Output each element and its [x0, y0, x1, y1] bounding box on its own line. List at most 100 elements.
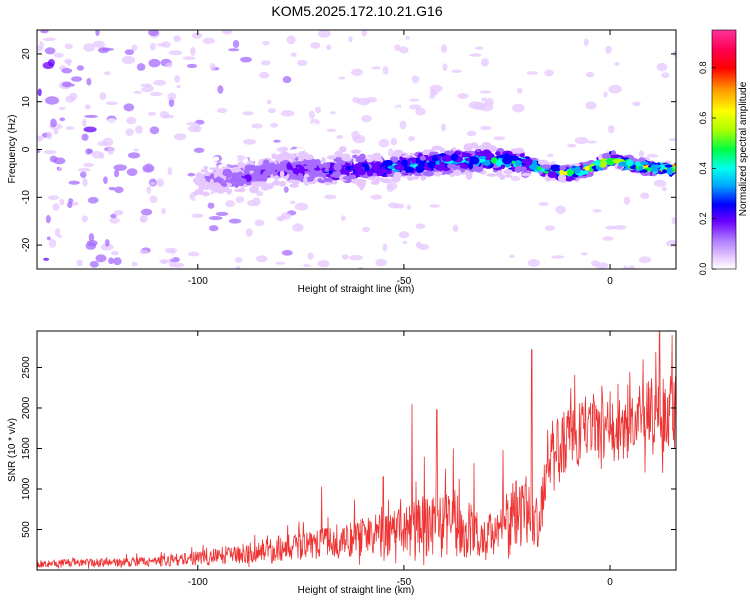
spectrogram-cell	[209, 63, 216, 71]
spectrogram-cell	[203, 165, 209, 170]
spectrogram-cell	[243, 158, 249, 164]
spectrogram-cell	[358, 179, 367, 183]
spectrogram-cell	[37, 135, 44, 142]
spectrogram-cell	[538, 202, 549, 207]
spectrogram-cell	[261, 163, 269, 169]
spectrogram-cell	[237, 181, 245, 186]
spectrogram-cell	[612, 158, 621, 164]
spectrogram-cell	[399, 46, 409, 54]
spectrogram-cell	[217, 107, 228, 114]
spectrogram-cell	[249, 156, 259, 162]
spectrogram-cell	[312, 163, 317, 170]
spectrogram-cell	[479, 102, 494, 112]
colorbar-tick-label: 0.4	[698, 162, 708, 175]
spectrogram-cell	[43, 150, 57, 155]
spectrogram-cell	[321, 156, 326, 164]
spectrogram-cell	[325, 178, 333, 184]
spectrogram-cell	[317, 30, 331, 38]
spectrogram-cell	[374, 161, 382, 167]
spectrogram-cell	[198, 179, 206, 185]
spectrogram-cell	[44, 47, 56, 55]
spectrogram-cell	[245, 228, 253, 237]
spectrogram-cell	[580, 252, 588, 256]
spectrogram-cell	[120, 237, 127, 245]
spectrogram-cell	[469, 156, 480, 165]
spectrogram-cell	[153, 265, 168, 269]
spectrogram-cell	[653, 179, 667, 188]
spectrogram-cell	[82, 118, 87, 127]
spectrogram-cell	[244, 164, 256, 171]
spectrogram-cell	[419, 155, 426, 161]
spectrogram-cell	[295, 147, 305, 152]
spectrogram-cell	[108, 257, 114, 265]
spectrogram-cell	[254, 219, 265, 227]
spectrogram-cell	[123, 103, 135, 112]
spectrogram-x-axis-label: Height of straight line (km)	[298, 284, 415, 295]
spectrogram-cell	[77, 167, 91, 172]
spectrogram-cell	[594, 160, 601, 167]
spectrogram-cell	[621, 74, 631, 83]
spectrogram-cell	[104, 239, 110, 247]
spectrogram-cell	[228, 155, 238, 162]
spectrogram-cell	[447, 163, 455, 169]
spectrogram-cell	[133, 148, 139, 152]
spectrogram-cell	[208, 215, 223, 221]
spectrogram-cell	[280, 110, 295, 117]
spectrogram-cell	[149, 42, 156, 51]
snr-x-tick-label: -100	[188, 577, 208, 588]
spectrogram-cell	[279, 180, 287, 187]
spectrogram-cell	[623, 265, 628, 269]
spectrogram-cell	[61, 68, 73, 74]
spectrogram-cell	[97, 47, 110, 54]
spectrogram-cell	[646, 153, 659, 158]
spectrogram-cell	[283, 186, 289, 193]
spectrogram-cell	[479, 155, 487, 160]
spectrogram-cell	[280, 212, 292, 220]
spectrogram-cell	[85, 148, 92, 155]
spectrogram-cell	[468, 162, 474, 170]
spectrogram-cell	[83, 162, 94, 168]
spectrogram-cell	[81, 215, 88, 223]
spectrogram-cell	[547, 171, 557, 179]
spectrogram-cell	[362, 226, 370, 233]
spectrogram-cell	[635, 161, 641, 167]
spectrogram-cell	[375, 258, 388, 267]
spectrogram-cell	[340, 215, 346, 222]
spectrogram-cell	[37, 149, 41, 154]
spectrogram-cell	[631, 158, 639, 163]
colorbar: 0.0 0.2 0.4 0.6 0.8 Normalized spectral ampl…	[698, 29, 749, 275]
spectrogram-cell	[348, 36, 353, 43]
spectrogram-cell	[379, 177, 385, 182]
spectrogram-cell	[194, 189, 204, 193]
spectrogram-cell	[451, 69, 462, 73]
spectrogram-cell	[242, 111, 254, 116]
spectrogram-cell	[351, 130, 360, 140]
spectrogram-cell	[294, 262, 305, 269]
spectrogram-cell	[640, 192, 650, 200]
spectrogram-cell	[209, 178, 214, 187]
spectrogram-cell	[394, 106, 402, 115]
spectrogram-cell	[279, 170, 285, 178]
spectrogram-cell	[234, 257, 243, 263]
spectrogram-cell	[350, 149, 362, 154]
spectrogram-cell	[468, 101, 482, 109]
spectrogram-cell	[498, 154, 506, 159]
spectrogram-cell	[187, 172, 196, 177]
spectrogram-cell	[219, 120, 224, 126]
spectrogram-cell	[251, 123, 263, 129]
spectrogram-cell	[275, 261, 286, 265]
spectrogram-cell	[418, 159, 427, 164]
spectrogram-cell	[45, 214, 51, 224]
spectrogram-cell	[142, 164, 155, 173]
snr-x-tick-label: -50	[397, 577, 412, 588]
spectrogram-cell	[532, 159, 538, 167]
spectrogram-cell	[290, 52, 297, 58]
spectrogram-cell	[633, 252, 642, 258]
spectrogram-cell	[590, 260, 600, 267]
spectrogram-cell	[503, 169, 514, 175]
spectrogram-cell	[551, 255, 565, 259]
spectrogram-cell	[48, 238, 57, 248]
spectrogram-cell	[105, 101, 118, 106]
spectrogram-cell	[473, 119, 485, 126]
spectrogram-cell	[53, 128, 59, 135]
